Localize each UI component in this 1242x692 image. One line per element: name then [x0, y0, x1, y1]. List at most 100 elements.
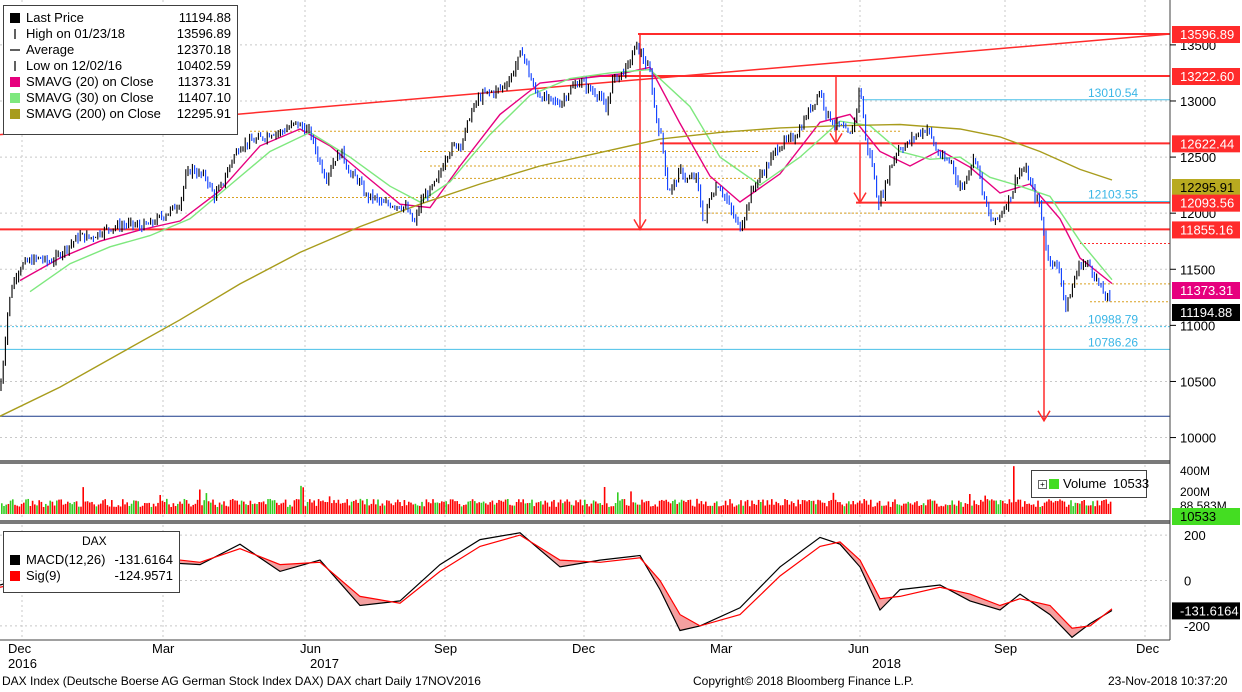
volume-bar: [23, 502, 25, 514]
volume-bar: [344, 502, 346, 514]
volume-bar: [414, 503, 417, 514]
month-label: Jun: [848, 641, 869, 656]
volume-bar: [7, 503, 10, 514]
price-tag: [1172, 194, 1240, 212]
volume-bar: [852, 500, 854, 514]
volume-bar: [751, 500, 753, 514]
volume-bar: [1076, 503, 1079, 514]
volume-bar: [810, 500, 813, 514]
volume-bar: [894, 499, 896, 514]
volume-bar: [232, 498, 234, 514]
volume-bar: [20, 503, 23, 514]
volume-bar: [1037, 500, 1039, 514]
horizontal-levels: 13010.54 12103.55 10988.79 10786.26: [0, 33, 1170, 417]
volume-bar: [610, 506, 612, 514]
volume-bar: [658, 500, 661, 514]
volume-bar: [898, 504, 901, 514]
volume-bar: [821, 502, 824, 514]
series-smavg-200-: [0, 123, 1113, 417]
volume-bar: [762, 499, 764, 514]
volume-bar: [1103, 499, 1105, 514]
volume-bar: [438, 503, 441, 514]
volume-bar: [828, 500, 830, 514]
volume-bar: [179, 501, 181, 514]
volume-bar: [377, 499, 379, 514]
volume-bar: [876, 502, 879, 514]
volume-bar: [155, 506, 157, 514]
volume-bar: [370, 503, 373, 514]
price-tick-label: 11500: [1180, 262, 1215, 277]
price-tag-label: -131.6164: [1180, 603, 1239, 618]
volume-bar: [544, 500, 546, 514]
volume-bar: [141, 505, 144, 514]
volume-bar: [117, 505, 120, 514]
volume-bar: [511, 505, 513, 514]
volume-bar: [592, 500, 595, 514]
macd-legend-label: Sig(9): [26, 568, 61, 583]
volume-bar: [621, 499, 623, 514]
volume-bar: [555, 506, 557, 514]
volume-bar: [691, 505, 694, 514]
volume-bar: [566, 499, 568, 514]
volume-bar: [839, 502, 841, 514]
volume-bar: [3, 505, 5, 514]
volume-bar: [265, 504, 267, 514]
volume-bar: [331, 503, 333, 514]
month-label: Mar: [710, 641, 733, 656]
volume-bar: [817, 499, 819, 514]
volume-bar: [410, 502, 412, 514]
volume-bar: [67, 501, 69, 514]
volume-bar: [595, 501, 597, 514]
volume-bar: [577, 502, 579, 514]
volume-bar: [639, 504, 641, 514]
volume-bar: [625, 505, 628, 514]
volume-bar: [194, 503, 197, 514]
volume-bar: [764, 505, 766, 514]
volume-bar: [458, 503, 461, 514]
volume-bar: [786, 500, 788, 514]
volume-bar: [799, 504, 802, 514]
macd-tick-label: 0: [1184, 574, 1191, 589]
volume-bar: [80, 506, 82, 514]
volume-bar: [38, 500, 40, 514]
volume-bar: [531, 499, 533, 514]
volume-bar: [432, 499, 434, 514]
volume-bar: [326, 502, 329, 514]
price-legend-row: High on 01/23/18 13596.89: [4, 26, 237, 42]
volume-bar: [146, 503, 148, 514]
volume-bar: [1019, 499, 1022, 514]
volume-bar: [403, 500, 406, 514]
volume-bar: [430, 503, 432, 514]
price-tag: [1172, 282, 1240, 299]
expand-icon[interactable]: +: [1038, 480, 1047, 489]
volume-bar: [498, 499, 500, 514]
volume-bar: [720, 505, 722, 514]
volume-bar: [938, 506, 940, 514]
price-tag: [1172, 508, 1240, 525]
macd-legend-value: -124.9571: [114, 568, 173, 583]
footer-left: DAX Index (Deutsche Boerse AG German Sto…: [2, 674, 481, 688]
volume-bar: [166, 498, 168, 514]
volume-bar: [931, 500, 934, 514]
volume-bar: [929, 499, 931, 514]
volume-bar: [97, 504, 100, 514]
volume-bar: [977, 505, 980, 514]
price-tag-label: 11855.16: [1180, 222, 1233, 237]
volume-bar: [465, 504, 467, 514]
volume-bar: [18, 506, 21, 514]
volume-bar: [317, 499, 320, 514]
volume-bar: [401, 506, 403, 514]
volume-bar: [834, 499, 837, 514]
level-label: 13010.54: [1088, 86, 1138, 100]
volume-bar: [1085, 505, 1088, 514]
volume-bar: [997, 504, 1000, 514]
volume-bar: [865, 500, 868, 514]
volume-bar: [16, 505, 18, 514]
volume-bar: [320, 501, 322, 514]
volume-bar: [27, 498, 29, 514]
volume-bar: [755, 504, 758, 514]
volume-legend-label: Volume: [1063, 476, 1107, 491]
volume-bar: [355, 499, 357, 514]
price-tick-label: 11000: [1180, 318, 1215, 333]
volume-bar: [445, 501, 447, 514]
